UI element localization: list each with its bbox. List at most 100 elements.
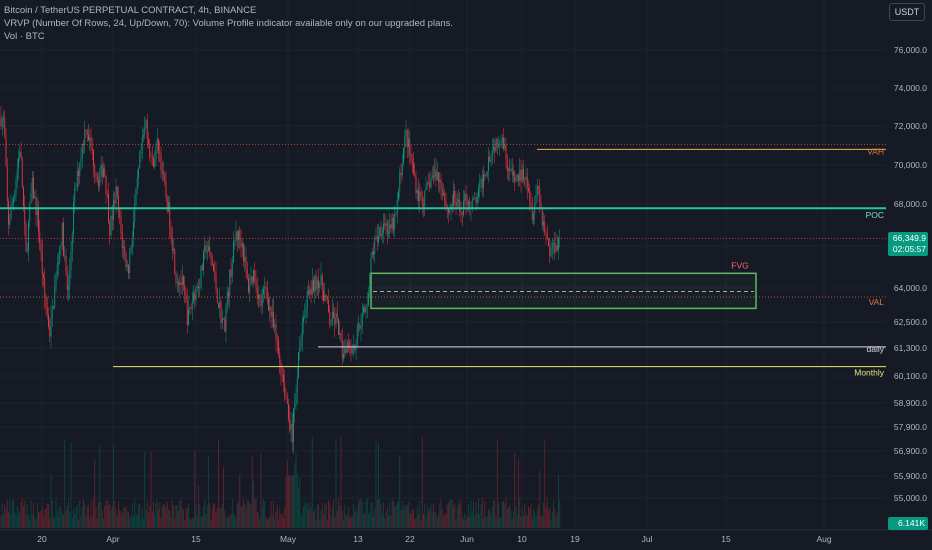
volume-bar	[323, 514, 324, 528]
volume-bar	[205, 513, 207, 528]
volume-bar	[300, 512, 302, 528]
candle-body	[80, 158, 82, 163]
volume-bar	[53, 518, 54, 528]
volume-bar	[175, 505, 177, 528]
volume-bar	[504, 503, 506, 528]
volume-bar	[394, 506, 396, 528]
candle-body	[451, 204, 453, 207]
candle-body	[138, 168, 139, 179]
candle-body	[211, 259, 213, 265]
symbol-title[interactable]: Bitcoin / TetherUS PERPETUAL CONTRACT, 4…	[4, 5, 257, 16]
candle-body	[254, 270, 256, 281]
candle-body	[298, 352, 299, 378]
volume-bar	[541, 515, 543, 528]
candle-body	[165, 182, 167, 197]
volume-bar	[351, 516, 353, 528]
volume-bar	[96, 518, 98, 528]
volume-bar	[368, 514, 369, 528]
candle-body	[491, 149, 493, 160]
time-axis-tick: Apr	[106, 534, 119, 544]
candle-body	[274, 324, 276, 328]
volume-bar	[80, 516, 82, 528]
candle-body	[174, 249, 176, 274]
volume-bar	[121, 513, 123, 528]
candle-body	[48, 314, 49, 328]
volume-bar	[558, 474, 559, 528]
candle-body	[414, 172, 416, 177]
candle-body	[44, 278, 46, 297]
volume-bar	[491, 506, 493, 528]
volume-bar	[336, 510, 338, 528]
volume-bar	[155, 503, 157, 528]
candle-body	[330, 324, 332, 326]
volume-bar	[275, 511, 277, 528]
candle-body	[230, 269, 232, 278]
volume-bar	[20, 501, 22, 528]
candle-body	[479, 182, 481, 188]
volume-bar	[71, 517, 73, 528]
volume-bar	[424, 503, 426, 528]
candle-body	[526, 176, 528, 188]
candle-body	[188, 308, 189, 326]
candle-body	[24, 205, 26, 225]
candle-body	[348, 342, 349, 343]
candle-body	[175, 273, 177, 283]
candle-body	[123, 246, 124, 248]
volume-bar	[476, 513, 478, 528]
price-axis-tick: 72,000.0	[894, 121, 927, 131]
price-axis[interactable]: 76,000.0 74,000.0 72,000.0 70,000.0 68,000.0…	[894, 45, 927, 503]
candle-body	[221, 318, 223, 323]
candle-body	[456, 202, 458, 207]
volume-bar	[8, 512, 9, 528]
candle-body	[281, 374, 283, 376]
candle-body	[125, 253, 127, 267]
candle-body	[128, 264, 129, 274]
candle-body	[155, 144, 157, 159]
candle-body	[199, 287, 201, 289]
volume-bar	[330, 515, 332, 528]
fvg-zone[interactable]	[370, 272, 757, 310]
level-lines[interactable]: VAH POC VAL daily Monthly FVG	[0, 143, 886, 378]
volume-bar	[295, 453, 297, 528]
candle-body	[544, 221, 546, 233]
volume-bar	[266, 519, 268, 528]
time-axis[interactable]: 20 Apr 15 May 13 22 Jun 10 19 Jul 15 Aug	[0, 529, 932, 544]
volume-bar	[95, 507, 97, 528]
vrvp-indicator-label[interactable]: VRVP (Number Of Rows, 24, Up/Down, 70): …	[4, 18, 454, 29]
candle-body	[103, 168, 104, 178]
volume-bar	[334, 517, 336, 528]
volume-bar	[126, 511, 128, 528]
candle-body	[466, 204, 468, 206]
volume-bar	[293, 475, 294, 528]
volume-bar	[250, 503, 252, 528]
candle-body	[261, 293, 263, 307]
candle-body	[33, 177, 34, 199]
volume-bar	[280, 514, 282, 528]
currency-button[interactable]: USDT	[889, 3, 925, 21]
candle-body	[49, 327, 51, 337]
candle-body	[318, 280, 319, 289]
candle-body	[265, 286, 267, 288]
volume-bar	[381, 513, 383, 528]
candle-body	[430, 178, 432, 188]
candle-body	[315, 275, 317, 290]
candle-body	[406, 129, 408, 147]
candle-body	[316, 280, 318, 290]
candle-body	[360, 325, 362, 329]
time-axis-tick: 10	[517, 534, 527, 544]
candle-body	[113, 200, 114, 220]
price-axis-tick: 56,900.0	[894, 446, 927, 456]
volume-indicator-label[interactable]: Vol · BTC	[4, 31, 45, 42]
candle-body	[305, 307, 307, 317]
volume-bar	[380, 504, 382, 528]
volume-bar	[141, 507, 143, 528]
volume-bar	[184, 519, 186, 528]
candle-body	[511, 168, 513, 176]
candle-body	[184, 284, 186, 296]
volume-bar	[199, 505, 201, 528]
volume-bar	[400, 510, 402, 528]
volume-bar	[48, 504, 49, 528]
volume-bar	[75, 507, 77, 528]
